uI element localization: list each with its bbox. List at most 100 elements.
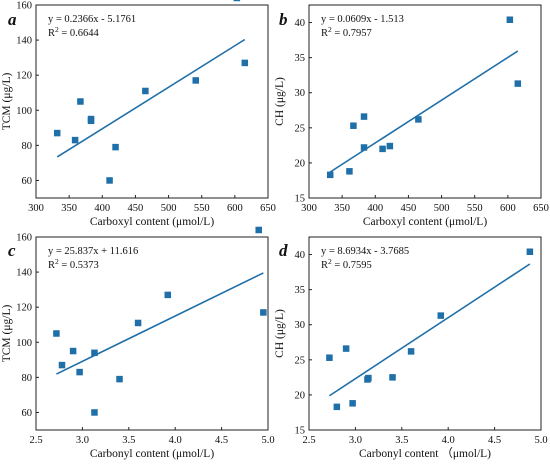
y-tick-label: 80	[22, 373, 33, 384]
data-point	[255, 226, 262, 234]
data-point	[360, 144, 368, 151]
data-point	[407, 348, 415, 355]
y-tick-label: 25	[295, 355, 306, 366]
data-point	[87, 115, 95, 123]
fit-r-squared: R2 = 0.5373	[48, 257, 99, 271]
y-tick-label: 20	[295, 158, 306, 169]
r-squared-symbol: R	[321, 28, 328, 39]
fit-r-squared: R2 = 0.6644	[48, 25, 100, 39]
data-point	[53, 330, 60, 337]
panel-c: c 2.5 3.0 3.5 4.0 4.5 5.0 60 80 100 120 140 160 Carbo…	[1, 226, 275, 460]
data-point	[192, 77, 199, 84]
data-point	[164, 291, 172, 299]
x-axis-label: Carboxyl content (μmol/L)	[363, 216, 488, 228]
x-tick-label: 4.5	[215, 435, 228, 446]
data-point	[77, 98, 84, 105]
x-tick-label: 4.0	[442, 435, 455, 446]
data-point	[333, 403, 341, 411]
data-point	[134, 319, 142, 327]
x-axis-label: Carbonyl content (μmol/L)	[90, 448, 215, 460]
data-point	[360, 113, 368, 120]
x-tick-label: 4.5	[488, 435, 501, 446]
fit-equation: y = 25.837x + 11.616	[48, 246, 138, 257]
data-point	[91, 349, 98, 357]
data-point	[349, 400, 356, 407]
x-tick-label: 550	[194, 203, 210, 214]
panel-letter: d	[279, 241, 288, 260]
x-tick-label: 550	[467, 203, 483, 214]
x-tick-label: 2.5	[302, 435, 315, 446]
data-point	[365, 374, 372, 382]
r-squared-value: = 0.7957	[332, 28, 372, 39]
data-point	[53, 129, 61, 137]
x-axis-label: Carboxyl content (μmol/L)	[90, 216, 215, 228]
x-tick-label: 450	[128, 203, 144, 214]
x-tick-label: 3.5	[395, 435, 408, 446]
x-tick-label: 500	[161, 203, 177, 214]
fit-equation: y = 0.2366x - 5.1761	[48, 14, 136, 25]
x-tick-label: 650	[533, 203, 549, 214]
x-tick-label: 3.0	[349, 435, 362, 446]
x-tick-label: 600	[227, 203, 243, 214]
panel-a: a 300 350 400 450 500 550 600 650 60 80 100 120 140 16…	[1, 0, 276, 228]
plot-frame	[308, 4, 542, 199]
y-tick-label: 160	[16, 233, 32, 244]
data-point	[112, 143, 119, 151]
y-tick-label: 60	[22, 176, 33, 187]
fit-r-squared: R2 = 0.7595	[321, 257, 372, 271]
r-squared-superscript: 2	[328, 257, 332, 266]
x-tick-label: 600	[500, 203, 516, 214]
x-tick-label: 3.0	[76, 435, 89, 446]
r-squared-symbol: R	[48, 260, 55, 271]
fit-r-squared: R2 = 0.7957	[321, 25, 372, 39]
data-point	[326, 354, 333, 361]
regression-line	[56, 38, 246, 158]
data-point	[260, 309, 267, 316]
y-tick-label: 15	[295, 194, 306, 205]
x-tick-label: 400	[367, 203, 383, 214]
y-axis-label: TCM (μg/L)	[1, 305, 13, 363]
x-tick-label: 300	[301, 203, 317, 214]
panel-letter: c	[8, 241, 16, 260]
panel-letter: b	[279, 10, 288, 29]
plot-frame	[35, 236, 269, 431]
data-point	[342, 345, 350, 352]
panel-d: d 2.5 3.0 3.5 4.0 4.5 5.0 15 20 25 30 35 40 Carbonyl …	[274, 236, 548, 460]
r-squared-value: = 0.7595	[332, 260, 372, 271]
data-point	[241, 59, 249, 67]
data-point	[58, 361, 66, 369]
panel-letter: a	[8, 10, 17, 29]
data-point	[514, 80, 522, 87]
x-tick-label: 350	[334, 203, 350, 214]
data-point	[116, 375, 123, 383]
r-squared-superscript: 2	[55, 25, 59, 34]
plot-frame	[308, 236, 542, 431]
x-tick-label: 3.5	[122, 435, 135, 446]
x-tick-label: 400	[94, 203, 110, 214]
x-tick-label: 350	[61, 203, 77, 214]
regression-line	[329, 50, 519, 173]
regression-line	[56, 272, 264, 375]
x-tick-label: 500	[434, 203, 450, 214]
y-tick-label: 40	[295, 250, 306, 261]
data-point	[389, 374, 396, 381]
fit-equation: y = 8.6934x - 3.7685	[321, 246, 409, 257]
y-tick-label: 15	[295, 426, 306, 437]
y-tick-label: 100	[16, 106, 32, 117]
data-point	[415, 116, 422, 123]
data-point	[506, 16, 514, 23]
y-tick-label: 80	[22, 141, 33, 152]
data-point	[437, 312, 445, 319]
x-tick-label: 300	[28, 203, 44, 214]
r-squared-symbol: R	[321, 260, 328, 271]
r-squared-value: = 0.6644	[59, 28, 100, 39]
data-point	[326, 171, 334, 179]
data-point	[71, 136, 79, 144]
y-tick-label: 100	[16, 338, 32, 349]
x-tick-label: 5.0	[534, 435, 547, 446]
y-axis-label: TCM (μg/L)	[1, 73, 13, 131]
y-tick-label: 140	[16, 36, 32, 47]
data-point	[526, 248, 534, 255]
